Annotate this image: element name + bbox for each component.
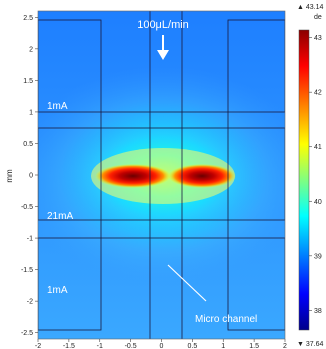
- x-tick-label: -1.5: [63, 343, 75, 349]
- colorbar-tick-label: 40: [314, 199, 322, 206]
- y-tick-label: 1: [29, 109, 33, 116]
- y-tick-label: 2.5: [23, 15, 33, 22]
- x-tick-label: 2: [283, 343, 287, 349]
- y-tick-label: -2.5: [21, 330, 33, 337]
- colorbar-tick-label: 43: [314, 35, 322, 42]
- device-outline: [38, 11, 285, 339]
- channel-pointer: [167, 264, 207, 302]
- y-tick-label: -1.5: [21, 267, 33, 274]
- y-axis: 2.5 2 1.5 1 0.5 0 -0.5 -1 -1.5 -2 -2.5: [21, 15, 38, 337]
- y-tick-label: -1: [27, 236, 33, 243]
- hotspot-right: [168, 164, 236, 188]
- top-current-label: 1mA: [47, 101, 68, 112]
- y-tick-label: 2: [29, 46, 33, 53]
- flow-arrow-icon: [157, 35, 169, 60]
- middle-current-label: 21mA: [47, 211, 73, 222]
- x-tick-label: 0.5: [188, 343, 198, 349]
- colorbar-ticks: 43 42 41 40 39 38: [309, 35, 322, 315]
- hotspot-left: [95, 164, 171, 188]
- x-tick-label: -1: [97, 343, 103, 349]
- x-tick-label: 0: [160, 343, 164, 349]
- x-tick-label: 1: [221, 343, 225, 349]
- y-tick-label: -0.5: [21, 204, 33, 211]
- x-tick-label: -0.5: [125, 343, 137, 349]
- colorbar-tick-label: 42: [314, 90, 322, 97]
- flow-rate-label: 100μL/min: [137, 19, 189, 31]
- colorbar-tick-label: 41: [314, 144, 322, 151]
- x-tick-label: -2: [35, 343, 41, 349]
- heatmap-field: [38, 66, 285, 286]
- colorbar-max-marker: ▲ 43.14: [297, 4, 323, 11]
- colorbar-tick-label: 39: [314, 253, 322, 260]
- colorbar-tick-label: 38: [314, 308, 322, 315]
- y-tick-label: 0.5: [23, 141, 33, 148]
- colorbar-min-marker: ▼ 37.64: [297, 341, 323, 348]
- y-axis-label: mm: [5, 169, 14, 183]
- y-tick-label: 1.5: [23, 78, 33, 85]
- colorbar-unit: de: [314, 14, 322, 21]
- channel-label: Micro channel: [195, 314, 257, 325]
- y-tick-label: 0: [29, 173, 33, 180]
- x-tick-label: 1.5: [249, 343, 259, 349]
- bottom-current-label: 1mA: [47, 285, 68, 296]
- x-axis: -2 -1.5 -1 -0.5 0 0.5 1 1.5 2: [35, 339, 287, 349]
- colorbar: [298, 29, 310, 331]
- y-tick-label: -2: [27, 299, 33, 306]
